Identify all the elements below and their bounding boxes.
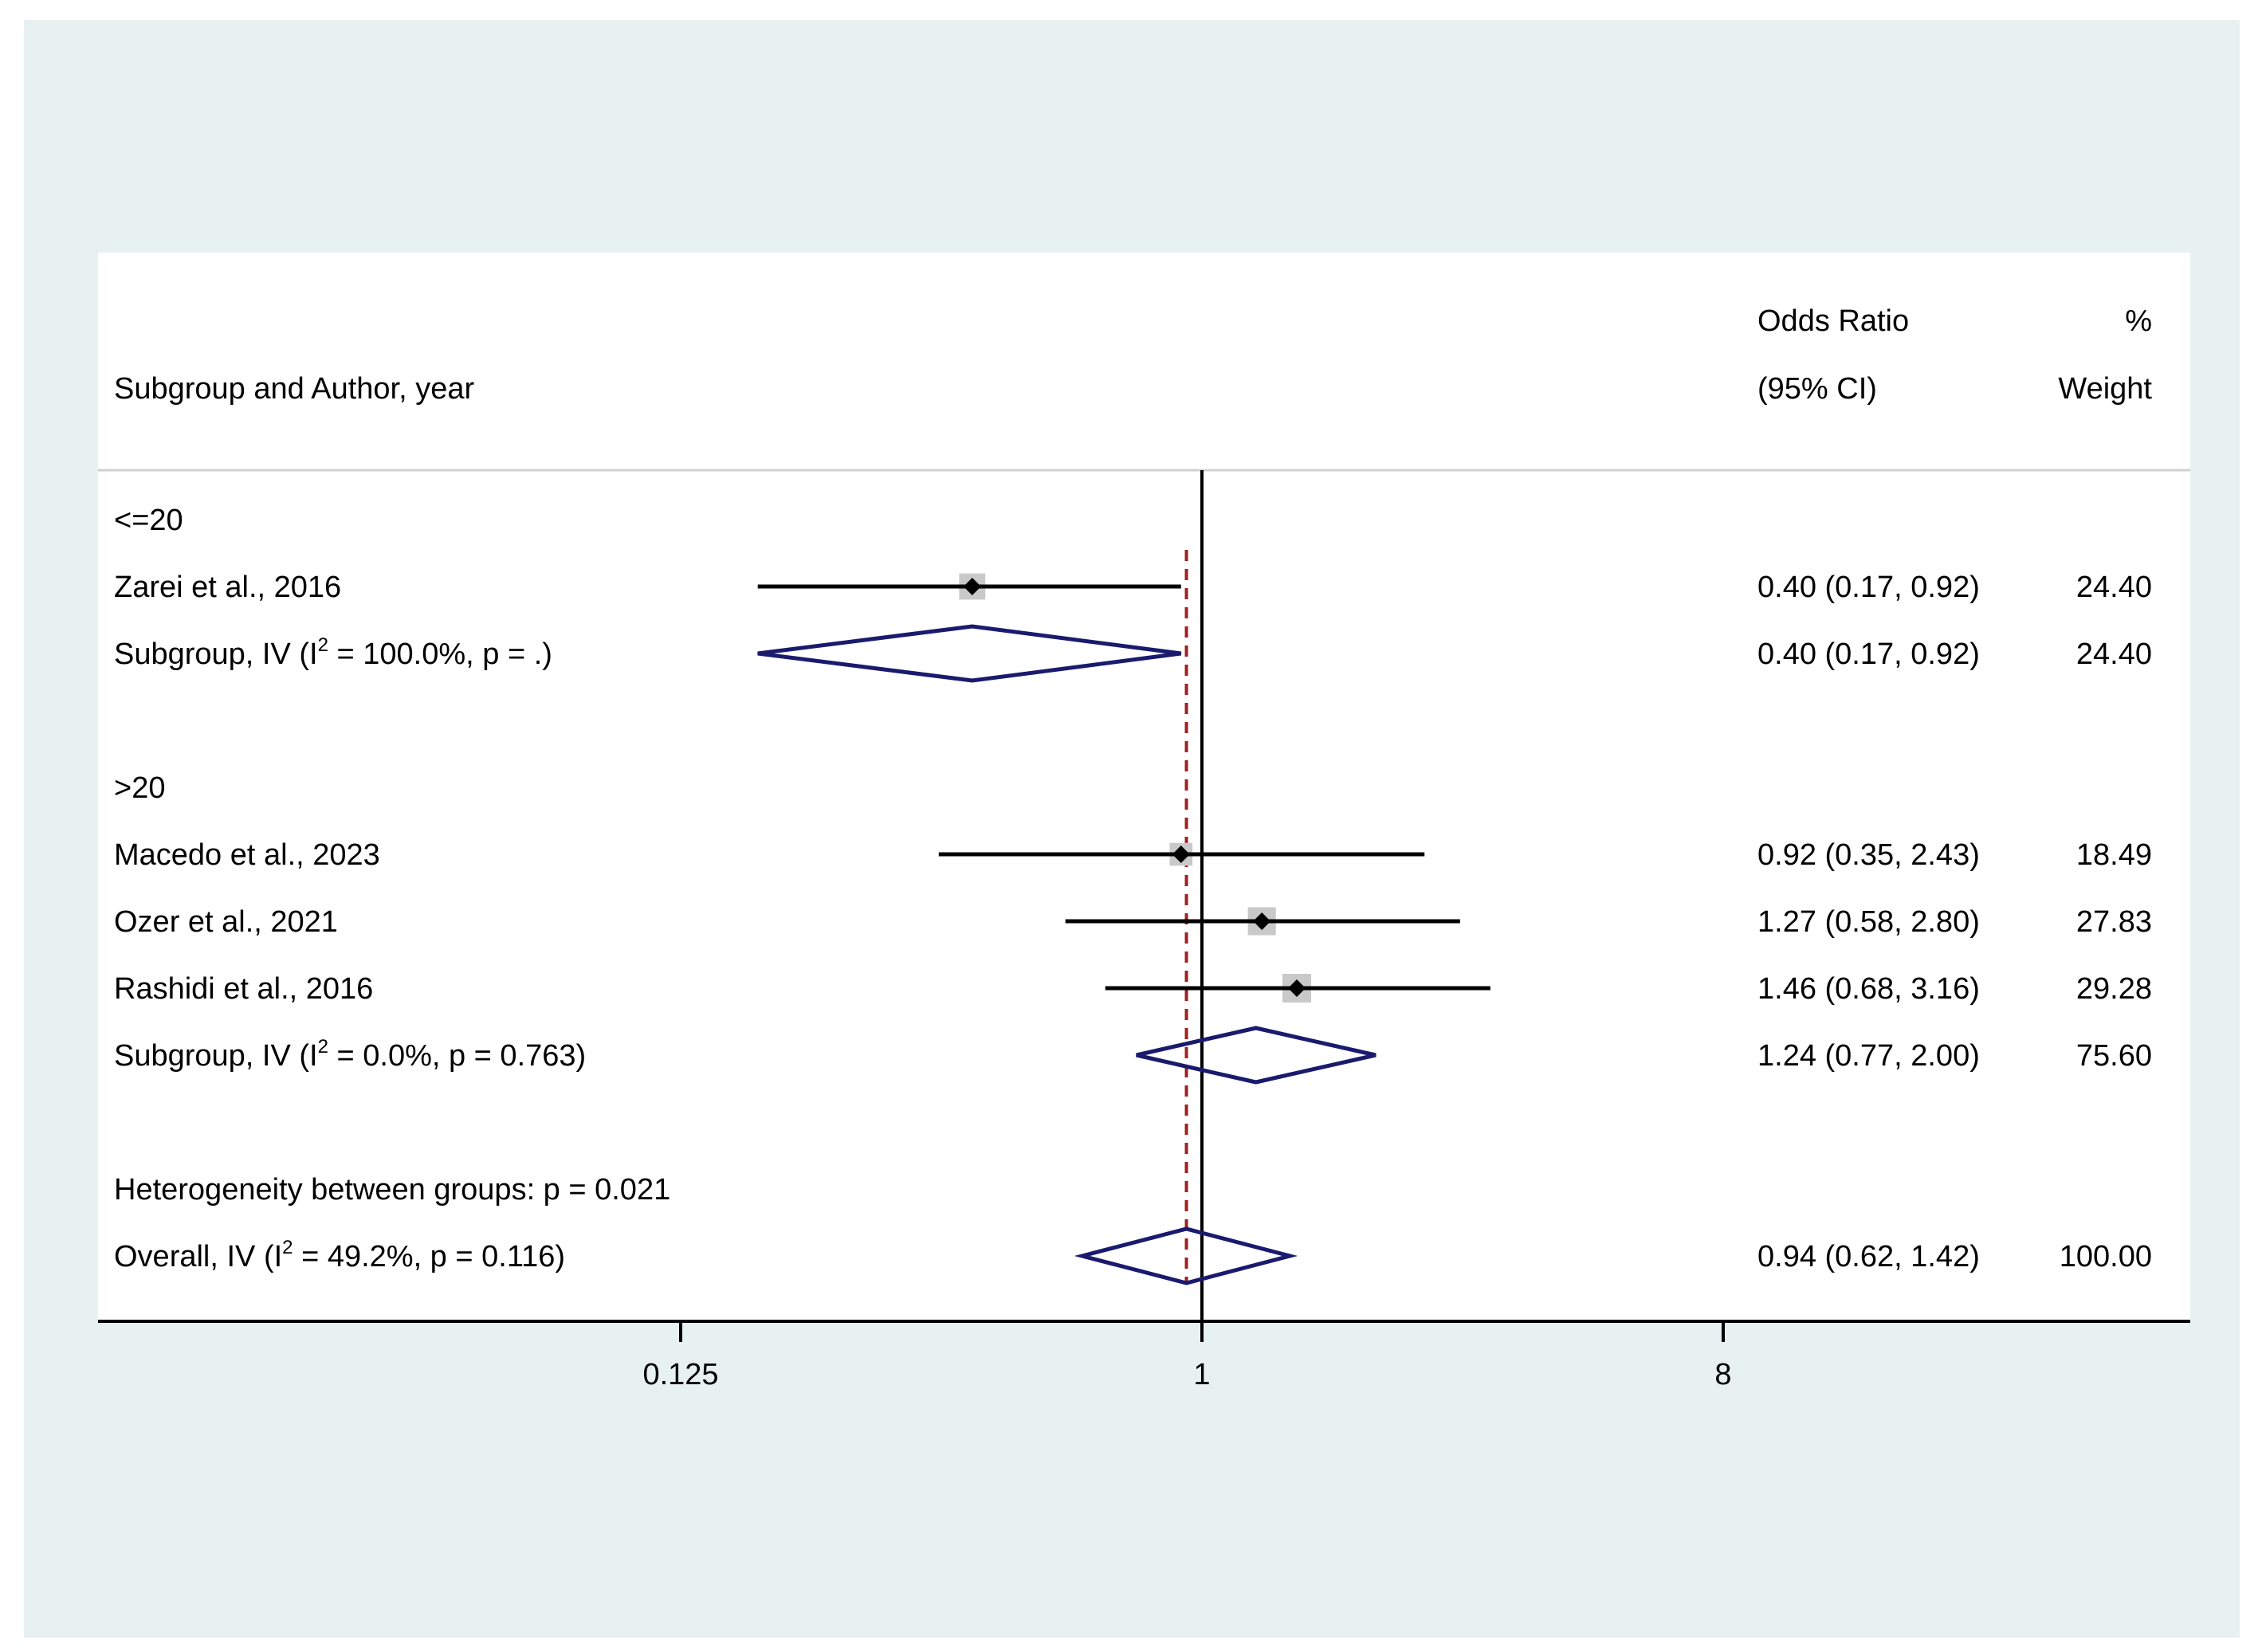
study-or-ci-text: 0.92 (0.35, 2.43): [1757, 838, 1980, 872]
header-odds-ratio: Odds Ratio: [1757, 304, 1909, 338]
study-point-estimate: [1253, 912, 1271, 930]
study-weight-text: 24.40: [2076, 571, 2152, 604]
study-point-estimate: [1288, 979, 1306, 997]
study-or-ci-text: 1.46 (0.68, 3.16): [1757, 972, 1980, 1006]
study-label: Zarei et al., 2016: [114, 571, 341, 604]
study-label: Macedo et al., 2023: [114, 838, 380, 872]
subgroup-summary-label: Subgroup, IV (I2 = 100.0%, p = .): [114, 634, 552, 671]
header-weight: Weight: [2058, 372, 2152, 406]
subgroup-weight-text: 75.60: [2076, 1039, 2152, 1073]
header-study-column: Subgroup and Author, year: [114, 372, 474, 406]
study-weight-text: 18.49: [2076, 838, 2152, 872]
header-percent: %: [2125, 304, 2152, 338]
subgroup-summary-label: Subgroup, IV (I2 = 0.0%, p = 0.763): [114, 1036, 586, 1073]
overall-weight-text: 100.00: [2060, 1240, 2152, 1273]
study-label: Rashidi et al., 2016: [114, 972, 373, 1006]
overall-or-ci-text: 0.94 (0.62, 1.42): [1757, 1240, 1980, 1273]
x-axis-tick-label: 8: [1714, 1358, 1731, 1391]
study-weight-text: 27.83: [2076, 905, 2152, 939]
study-label: Ozer et al., 2021: [114, 905, 338, 939]
subgroup-diamond: [757, 624, 1182, 683]
heterogeneity-note: Heterogeneity between groups: p = 0.021: [114, 1173, 670, 1207]
overall-label: Overall, IV (I2 = 49.2%, p = 0.116): [114, 1237, 565, 1273]
subgroup-or-ci-text: 1.24 (0.77, 2.00): [1757, 1039, 1980, 1073]
subgroup-heading: <=20: [114, 504, 183, 537]
subgroup-weight-text: 24.40: [2076, 638, 2152, 671]
subgroup-heading: >20: [114, 771, 165, 805]
study-or-ci-text: 1.27 (0.58, 2.80): [1757, 905, 1980, 939]
study-point-estimate: [963, 578, 981, 595]
header-ci: (95% CI): [1757, 372, 1877, 406]
study-point-estimate: [1172, 846, 1190, 863]
overall-diamond: [1074, 1226, 1298, 1285]
x-axis-tick-label: 1: [1193, 1358, 1210, 1391]
plot-panel-background: [98, 253, 2190, 1321]
subgroup-or-ci-text: 0.40 (0.17, 0.92): [1757, 638, 1980, 671]
study-weight-text: 29.28: [2076, 972, 2152, 1006]
x-axis-tick-label: 0.125: [642, 1358, 718, 1391]
study-or-ci-text: 0.40 (0.17, 0.92): [1757, 571, 1980, 604]
subgroup-diamond: [1136, 1026, 1376, 1085]
